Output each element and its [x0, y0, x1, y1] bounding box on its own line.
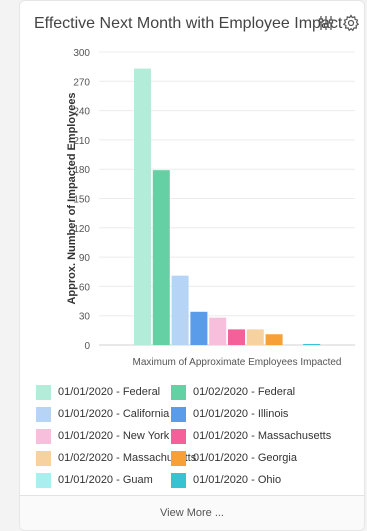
legend-row: 01/01/2020 - California 01/01/2020 - Illi…: [36, 403, 356, 425]
y-tick-label: 60: [79, 282, 91, 293]
y-tick-label: 120: [73, 224, 90, 235]
bar-01-02-2020-federal: [152, 170, 170, 345]
legend-row: 01/01/2020 - Federal 01/02/2020 - Federal: [36, 381, 356, 403]
legend-swatch: [171, 384, 186, 400]
legend-row: 01/02/2020 - Massachusetts 01/01/2020 - G…: [36, 447, 356, 469]
chart-legend: 01/01/2020 - Federal 01/02/2020 - Federal…: [36, 381, 356, 491]
bar-01-01-2020-georgia: [265, 334, 283, 345]
y-tick-label: 150: [73, 195, 90, 206]
legend-label: 01/02/2020 - Federal: [193, 386, 296, 398]
legend-label: 01/01/2020 - Massachusetts: [193, 430, 332, 442]
y-tick-label: 30: [79, 312, 91, 323]
legend-row: 01/01/2020 - Guam 01/01/2020 - Ohio: [36, 469, 356, 491]
legend-item[interactable]: 01/01/2020 - Ohio: [171, 472, 282, 488]
legend-swatch: [36, 406, 51, 422]
legend-label: 01/01/2020 - Guam: [58, 474, 153, 486]
legend-swatch: [36, 428, 51, 444]
legend-swatch: [36, 472, 51, 488]
legend-item[interactable]: 01/01/2020 - Illinois: [171, 406, 289, 422]
filter-sliders-icon[interactable]: [317, 14, 335, 32]
y-tick-label: 300: [73, 48, 90, 59]
settings-gear-icon[interactable]: [342, 14, 360, 32]
y-tick-label: 180: [73, 165, 90, 176]
legend-row: 01/01/2020 - New York 01/01/2020 - Massac…: [36, 425, 356, 447]
legend-swatch: [171, 428, 186, 444]
legend-item[interactable]: 01/02/2020 - Federal: [171, 384, 296, 400]
legend-label: 01/01/2020 - New York: [58, 430, 170, 442]
legend-item[interactable]: 01/01/2020 - Georgia: [171, 450, 297, 466]
legend-label: 01/01/2020 - Georgia: [193, 452, 297, 464]
legend-item[interactable]: 01/01/2020 - Federal: [36, 384, 171, 400]
legend-label: 01/01/2020 - California: [58, 408, 170, 420]
y-tick-label: 0: [84, 341, 90, 352]
bar-01-01-2020-ohio: [303, 344, 321, 345]
legend-swatch: [36, 450, 51, 466]
legend-label: 01/02/2020 - Massachusetts: [58, 452, 197, 464]
legend-swatch: [36, 384, 51, 400]
card-title: Effective Next Month with Employee Impac…: [34, 15, 343, 32]
legend-item[interactable]: 01/01/2020 - Massachusetts: [171, 428, 332, 444]
legend-label: 01/01/2020 - Ohio: [193, 474, 282, 486]
legend-item[interactable]: 01/01/2020 - Guam: [36, 472, 171, 488]
view-more-link[interactable]: View More ...: [160, 507, 224, 519]
legend-label: 01/01/2020 - Illinois: [193, 408, 289, 420]
bar-01-02-2020-massachusetts: [246, 329, 264, 345]
legend-item[interactable]: 01/01/2020 - New York: [36, 428, 171, 444]
legend-label: 01/01/2020 - Federal: [58, 386, 161, 398]
x-axis-label: Maximum of Approximate Employees Impacte…: [133, 357, 342, 368]
legend-swatch: [171, 472, 186, 488]
bar-01-01-2020-massachusetts: [228, 329, 245, 345]
card-footer: View More ...: [20, 495, 364, 530]
y-axis-label: Approx. Number of Impacted Employees: [66, 92, 78, 304]
chart-card: Effective Next Month with Employee Impac…: [19, 0, 365, 531]
legend-swatch: [171, 406, 186, 422]
legend-item[interactable]: 01/01/2020 - California: [36, 406, 171, 422]
y-tick-label: 210: [73, 136, 90, 147]
bar-chart: 0 30 60 90 120 150 180 210 240 270 300 Approx. Numb…: [66, 48, 355, 368]
bar-01-01-2020-california: [171, 275, 189, 345]
legend-item[interactable]: 01/02/2020 - Massachusetts: [36, 450, 196, 466]
bar-01-01-2020-new-york: [209, 317, 227, 345]
bar-01-01-2020-illinois: [190, 311, 208, 345]
y-tick-label: 270: [73, 77, 90, 88]
bar-01-01-2020-federal: [134, 68, 151, 345]
y-tick-label: 90: [79, 253, 91, 264]
legend-swatch: [171, 450, 186, 466]
y-tick-label: 240: [73, 107, 90, 118]
